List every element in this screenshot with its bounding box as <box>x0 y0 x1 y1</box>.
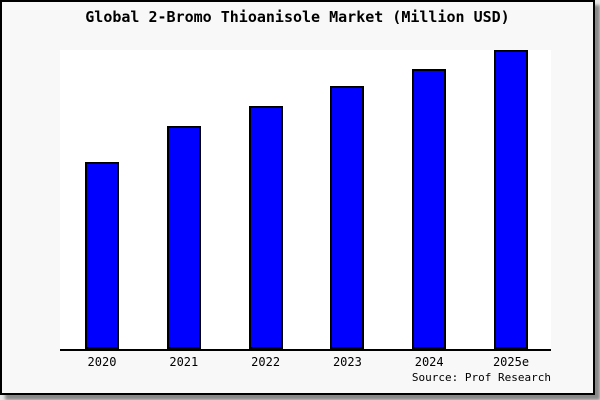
bar-2022 <box>248 106 283 349</box>
x-tick-label-2021: 2021 <box>169 355 199 369</box>
bar-2024 <box>412 69 447 349</box>
bar-2021 <box>166 126 201 349</box>
plot-area <box>60 50 551 349</box>
bar-2020 <box>85 162 119 349</box>
x-tick-label-2024: 2024 <box>414 355 444 369</box>
x-axis-line <box>60 349 551 351</box>
x-tick-label-2025e: 2025e <box>492 355 530 369</box>
bar-2023 <box>330 86 365 349</box>
x-axis-labels: 2020 2021 2022 2023 2024 2025e <box>60 355 551 371</box>
source-caption: Source: Prof Research <box>411 371 551 384</box>
bar-2025e <box>494 50 528 349</box>
chart-title: Global 2-Bromo Thioanisole Market (Milli… <box>85 8 510 26</box>
x-tick-label-2022: 2022 <box>251 355 281 369</box>
chart-figure: Global 2-Bromo Thioanisole Market (Milli… <box>0 0 595 395</box>
x-tick-label-2023: 2023 <box>332 355 362 369</box>
x-tick-label-2020: 2020 <box>87 355 117 369</box>
